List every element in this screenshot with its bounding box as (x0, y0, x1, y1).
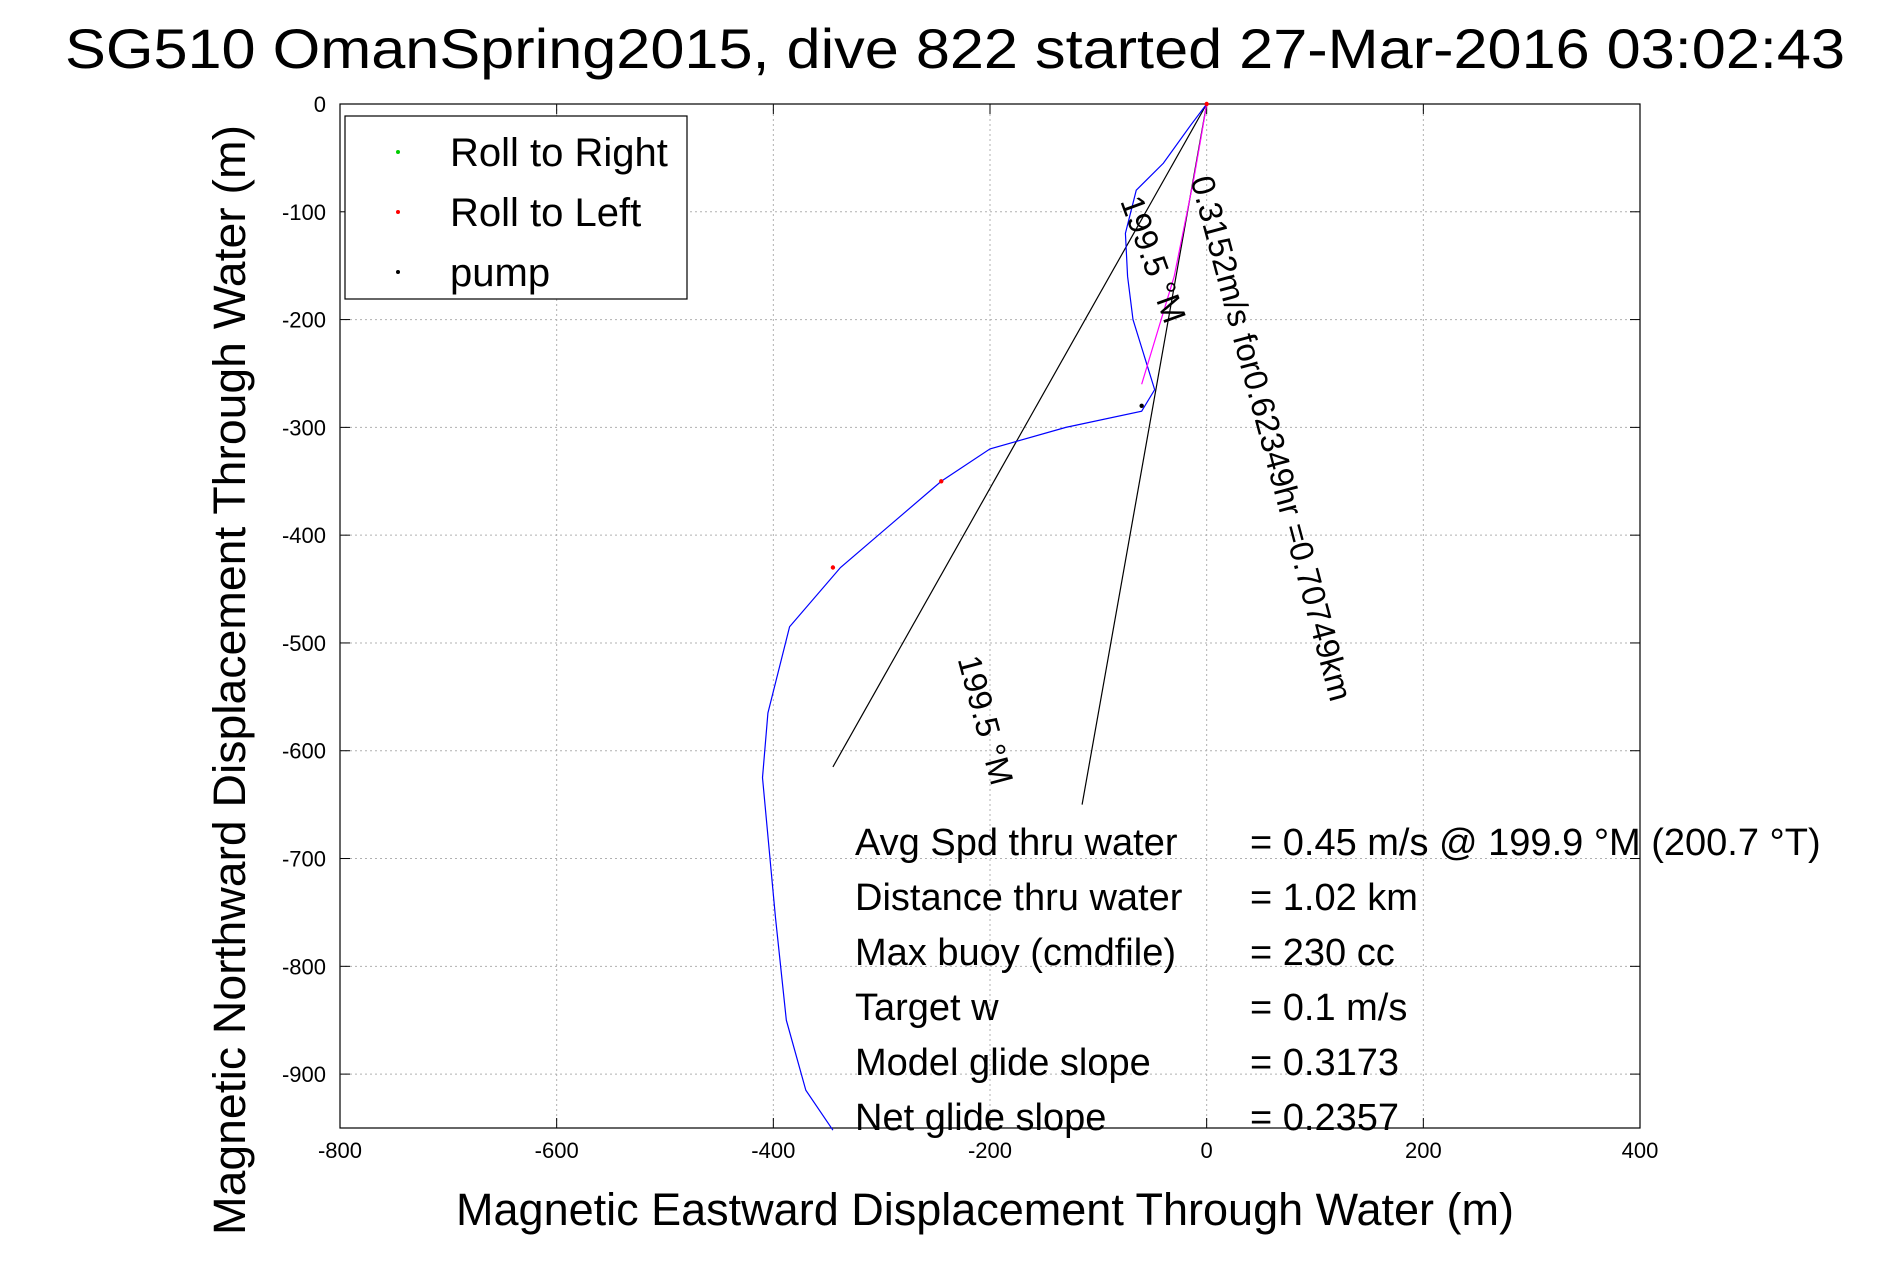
annotation-value: = 0.45 m/s @ 199.9 °M (200.7 °T) (1250, 822, 1821, 864)
annotation-value: = 230 cc (1250, 932, 1395, 974)
y-tick-label: -100 (282, 200, 326, 225)
annotation-label: Target w (855, 987, 999, 1029)
y-tick-label: -800 (282, 954, 326, 979)
legend-marker (396, 210, 400, 214)
x-tick-label: 200 (1405, 1138, 1442, 1163)
markers (830, 101, 1209, 570)
annotation-value: = 0.1 m/s (1250, 987, 1407, 1029)
y-tick-label: 0 (314, 92, 326, 117)
series-line-1 (1141, 103, 1208, 385)
x-tick-label: 400 (1622, 1138, 1659, 1163)
data-point (939, 479, 944, 484)
y-tick-label: -400 (282, 523, 326, 548)
x-axis-label: Magnetic Eastward Displacement Through W… (456, 1184, 1514, 1235)
x-tick-label: -600 (535, 1138, 579, 1163)
legend-entry: Roll to Right (450, 131, 668, 175)
y-tick-label: -500 (282, 631, 326, 656)
x-tick-label: -800 (318, 1138, 362, 1163)
data-point (1139, 403, 1144, 409)
annotation-value: = 1.02 km (1250, 877, 1418, 919)
data-point (1204, 101, 1209, 107)
annotation-value: = 0.2357 (1250, 1097, 1399, 1139)
annotation-label: Net glide slope (855, 1097, 1106, 1139)
x-tick-label: 0 (1201, 1138, 1213, 1163)
y-axis-label: Magnetic Northward Displacement Through … (204, 125, 255, 1235)
annotation-value: = 0.3173 (1250, 1042, 1399, 1084)
legend-entry: pump (450, 251, 550, 295)
y-tick-label: -200 (282, 308, 326, 333)
y-tick-label: -600 (282, 739, 326, 764)
annotation-label: Max buoy (cmdfile) (855, 932, 1176, 974)
legend-entry: Roll to Left (450, 191, 641, 235)
y-tick-label: -300 (282, 415, 326, 440)
series-line-0 (761, 103, 1208, 1131)
annotation-label: Model glide slope (855, 1042, 1151, 1084)
reference-line (832, 103, 1208, 768)
legend: Roll to Right Roll to Left pump (344, 115, 688, 300)
chart-title: SG510 OmanSpring2015, dive 822 started 2… (65, 17, 1845, 80)
y-tick-label: -700 (282, 847, 326, 872)
y-ticks: 0 -100 -200 -300 -400 -500 -600 -700 -800 -900 (282, 92, 1640, 1087)
legend-box (344, 115, 688, 300)
legend-marker (396, 150, 400, 154)
series-lines (761, 103, 1208, 1131)
x-tick-label: -200 (968, 1138, 1012, 1163)
annotation-label: Avg Spd thru water (855, 822, 1178, 864)
x-ticks: -800 -600 -400 -200 0 200 400 (318, 104, 1658, 1163)
annotations: Avg Spd thru water = 0.45 m/s @ 199.9 °M … (855, 822, 1821, 1139)
annotation-label: Distance thru water (855, 877, 1183, 919)
x-tick-label: -400 (751, 1138, 795, 1163)
data-point (830, 565, 836, 570)
y-tick-label: -900 (282, 1062, 326, 1087)
legend-marker (396, 270, 400, 274)
